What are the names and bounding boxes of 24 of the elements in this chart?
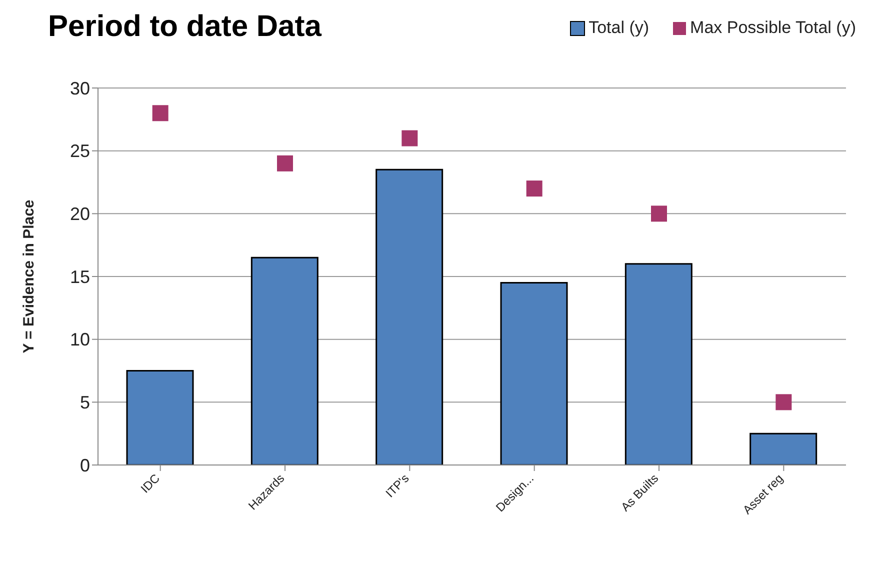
bar (126, 370, 194, 465)
legend-label: Total (y) (588, 18, 650, 38)
point (526, 180, 542, 197)
bar (500, 282, 568, 465)
y-tick-label: 0 (80, 455, 90, 476)
x-tick-label: IDC (138, 470, 163, 496)
chart-title: Period to date Data (48, 10, 322, 44)
y-tick-label: 20 (70, 204, 90, 224)
point (402, 130, 418, 146)
bar (376, 168, 444, 465)
point (651, 206, 667, 222)
y-axis-title: Y = Evidence in Place (20, 200, 38, 354)
bar (750, 432, 818, 465)
point (776, 394, 792, 410)
legend-label: Max Possible Total (y) (689, 18, 856, 38)
y-tick-label: 30 (70, 78, 90, 98)
y-tick-label: 5 (80, 392, 90, 413)
y-tick-label: 15 (70, 266, 90, 287)
bar (250, 256, 318, 465)
y-tick-label: 10 (70, 330, 90, 350)
point (152, 105, 168, 122)
bar (624, 263, 692, 465)
y-tick-label: 25 (70, 141, 90, 162)
point (277, 155, 293, 172)
